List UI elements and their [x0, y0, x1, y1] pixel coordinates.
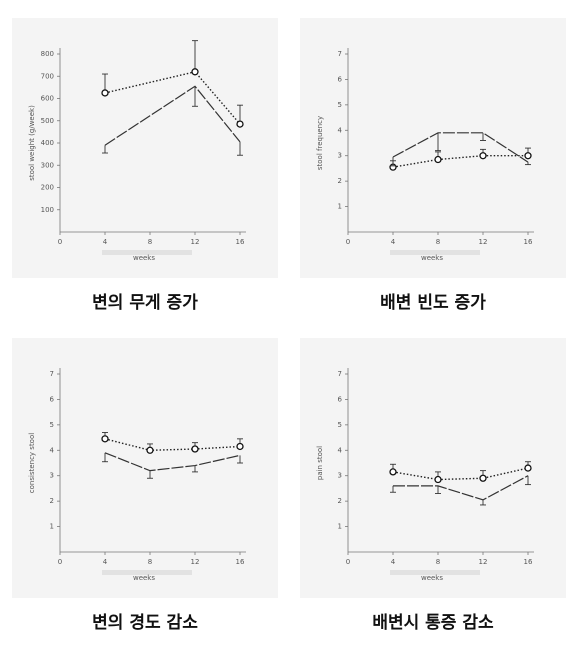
y-tick-label: 6 — [338, 395, 343, 403]
x-label-band — [102, 570, 192, 575]
x-tick-label: 8 — [436, 558, 440, 566]
panel-background — [12, 18, 278, 278]
data-point — [434, 475, 442, 484]
series-line — [104, 85, 241, 146]
y-tick-label: 7 — [338, 370, 342, 378]
y-tick-label: 5 — [50, 421, 54, 429]
data-point — [191, 445, 199, 453]
y-tick-label: 600 — [41, 95, 54, 103]
caption: 배변시 통증 감소 — [372, 613, 494, 633]
data-point — [479, 474, 487, 482]
x-label-band — [102, 250, 192, 255]
data-point — [236, 120, 244, 128]
y-tick-label: 100 — [41, 206, 54, 214]
y-tick-label: 300 — [41, 161, 54, 169]
x-tick-label: 12 — [479, 238, 488, 246]
y-axis-label: stool frequency — [316, 116, 324, 170]
data-point — [434, 155, 442, 164]
y-tick-label: 800 — [41, 50, 54, 58]
x-tick-label: 4 — [103, 558, 108, 566]
x-label-band — [390, 570, 480, 575]
y-tick-label: 4 — [338, 126, 343, 134]
y-axis-label: consistency stool — [28, 433, 36, 493]
x-tick-label: 16 — [236, 558, 245, 566]
y-axis-label: pain stool — [316, 446, 324, 480]
series-line — [392, 155, 528, 168]
x-tick-label: 0 — [346, 558, 350, 566]
caption: 변의 경도 감소 — [92, 613, 198, 633]
y-tick-label: 7 — [50, 370, 54, 378]
y-tick-label: 200 — [41, 184, 54, 192]
series-line — [392, 132, 529, 163]
x-tick-label: 0 — [58, 238, 62, 246]
x-tick-label: 4 — [391, 238, 396, 246]
y-tick-label: 2 — [338, 497, 342, 505]
panel-background — [300, 18, 566, 278]
series-line — [104, 452, 241, 472]
x-axis-label: weeks — [133, 254, 155, 262]
data-point — [191, 68, 199, 76]
x-tick-label: 8 — [436, 238, 440, 246]
y-tick-label: 2 — [338, 177, 342, 185]
caption: 변의 무게 증가 — [92, 293, 198, 313]
x-tick-label: 8 — [148, 558, 152, 566]
x-tick-label: 12 — [191, 558, 200, 566]
y-axis-label: stool weight (g/week) — [28, 105, 36, 181]
x-label-band — [390, 250, 480, 255]
data-point — [146, 446, 154, 454]
x-tick-label: 4 — [103, 238, 108, 246]
y-tick-label: 3 — [50, 472, 54, 480]
x-tick-label: 16 — [524, 238, 533, 246]
series-line — [393, 475, 529, 501]
y-tick-label: 1 — [50, 523, 54, 531]
data-point — [524, 464, 532, 472]
y-tick-label: 3 — [338, 152, 342, 160]
y-tick-label: 400 — [41, 139, 54, 147]
panel-background — [300, 338, 566, 598]
x-axis-label: weeks — [133, 574, 155, 582]
data-point — [101, 89, 109, 97]
x-tick-label: 8 — [148, 238, 152, 246]
y-tick-label: 7 — [338, 50, 342, 58]
y-tick-label: 2 — [50, 497, 54, 505]
data-point — [236, 442, 244, 451]
x-tick-label: 4 — [391, 558, 396, 566]
y-tick-label: 1 — [338, 523, 342, 531]
y-tick-label: 6 — [50, 395, 55, 403]
caption: 배변 빈도 증가 — [380, 293, 486, 313]
y-tick-label: 700 — [41, 72, 54, 80]
x-tick-label: 0 — [58, 558, 62, 566]
data-point — [479, 152, 487, 160]
y-tick-label: 5 — [338, 101, 342, 109]
y-tick-label: 6 — [338, 75, 343, 83]
data-point — [524, 152, 532, 160]
data-point — [101, 435, 109, 443]
x-tick-label: 0 — [346, 238, 350, 246]
panel-background — [12, 338, 278, 598]
x-axis-label: weeks — [421, 574, 443, 582]
x-tick-label: 12 — [191, 238, 200, 246]
y-tick-label: 500 — [41, 117, 54, 125]
y-tick-label: 4 — [50, 446, 55, 454]
y-tick-label: 3 — [338, 472, 342, 480]
y-tick-label: 1 — [338, 203, 342, 211]
data-point — [389, 468, 397, 476]
x-tick-label: 16 — [524, 558, 533, 566]
y-tick-label: 5 — [338, 421, 342, 429]
x-axis-label: weeks — [421, 254, 443, 262]
x-tick-label: 16 — [236, 238, 245, 246]
y-tick-label: 4 — [338, 446, 343, 454]
x-tick-label: 12 — [479, 558, 488, 566]
